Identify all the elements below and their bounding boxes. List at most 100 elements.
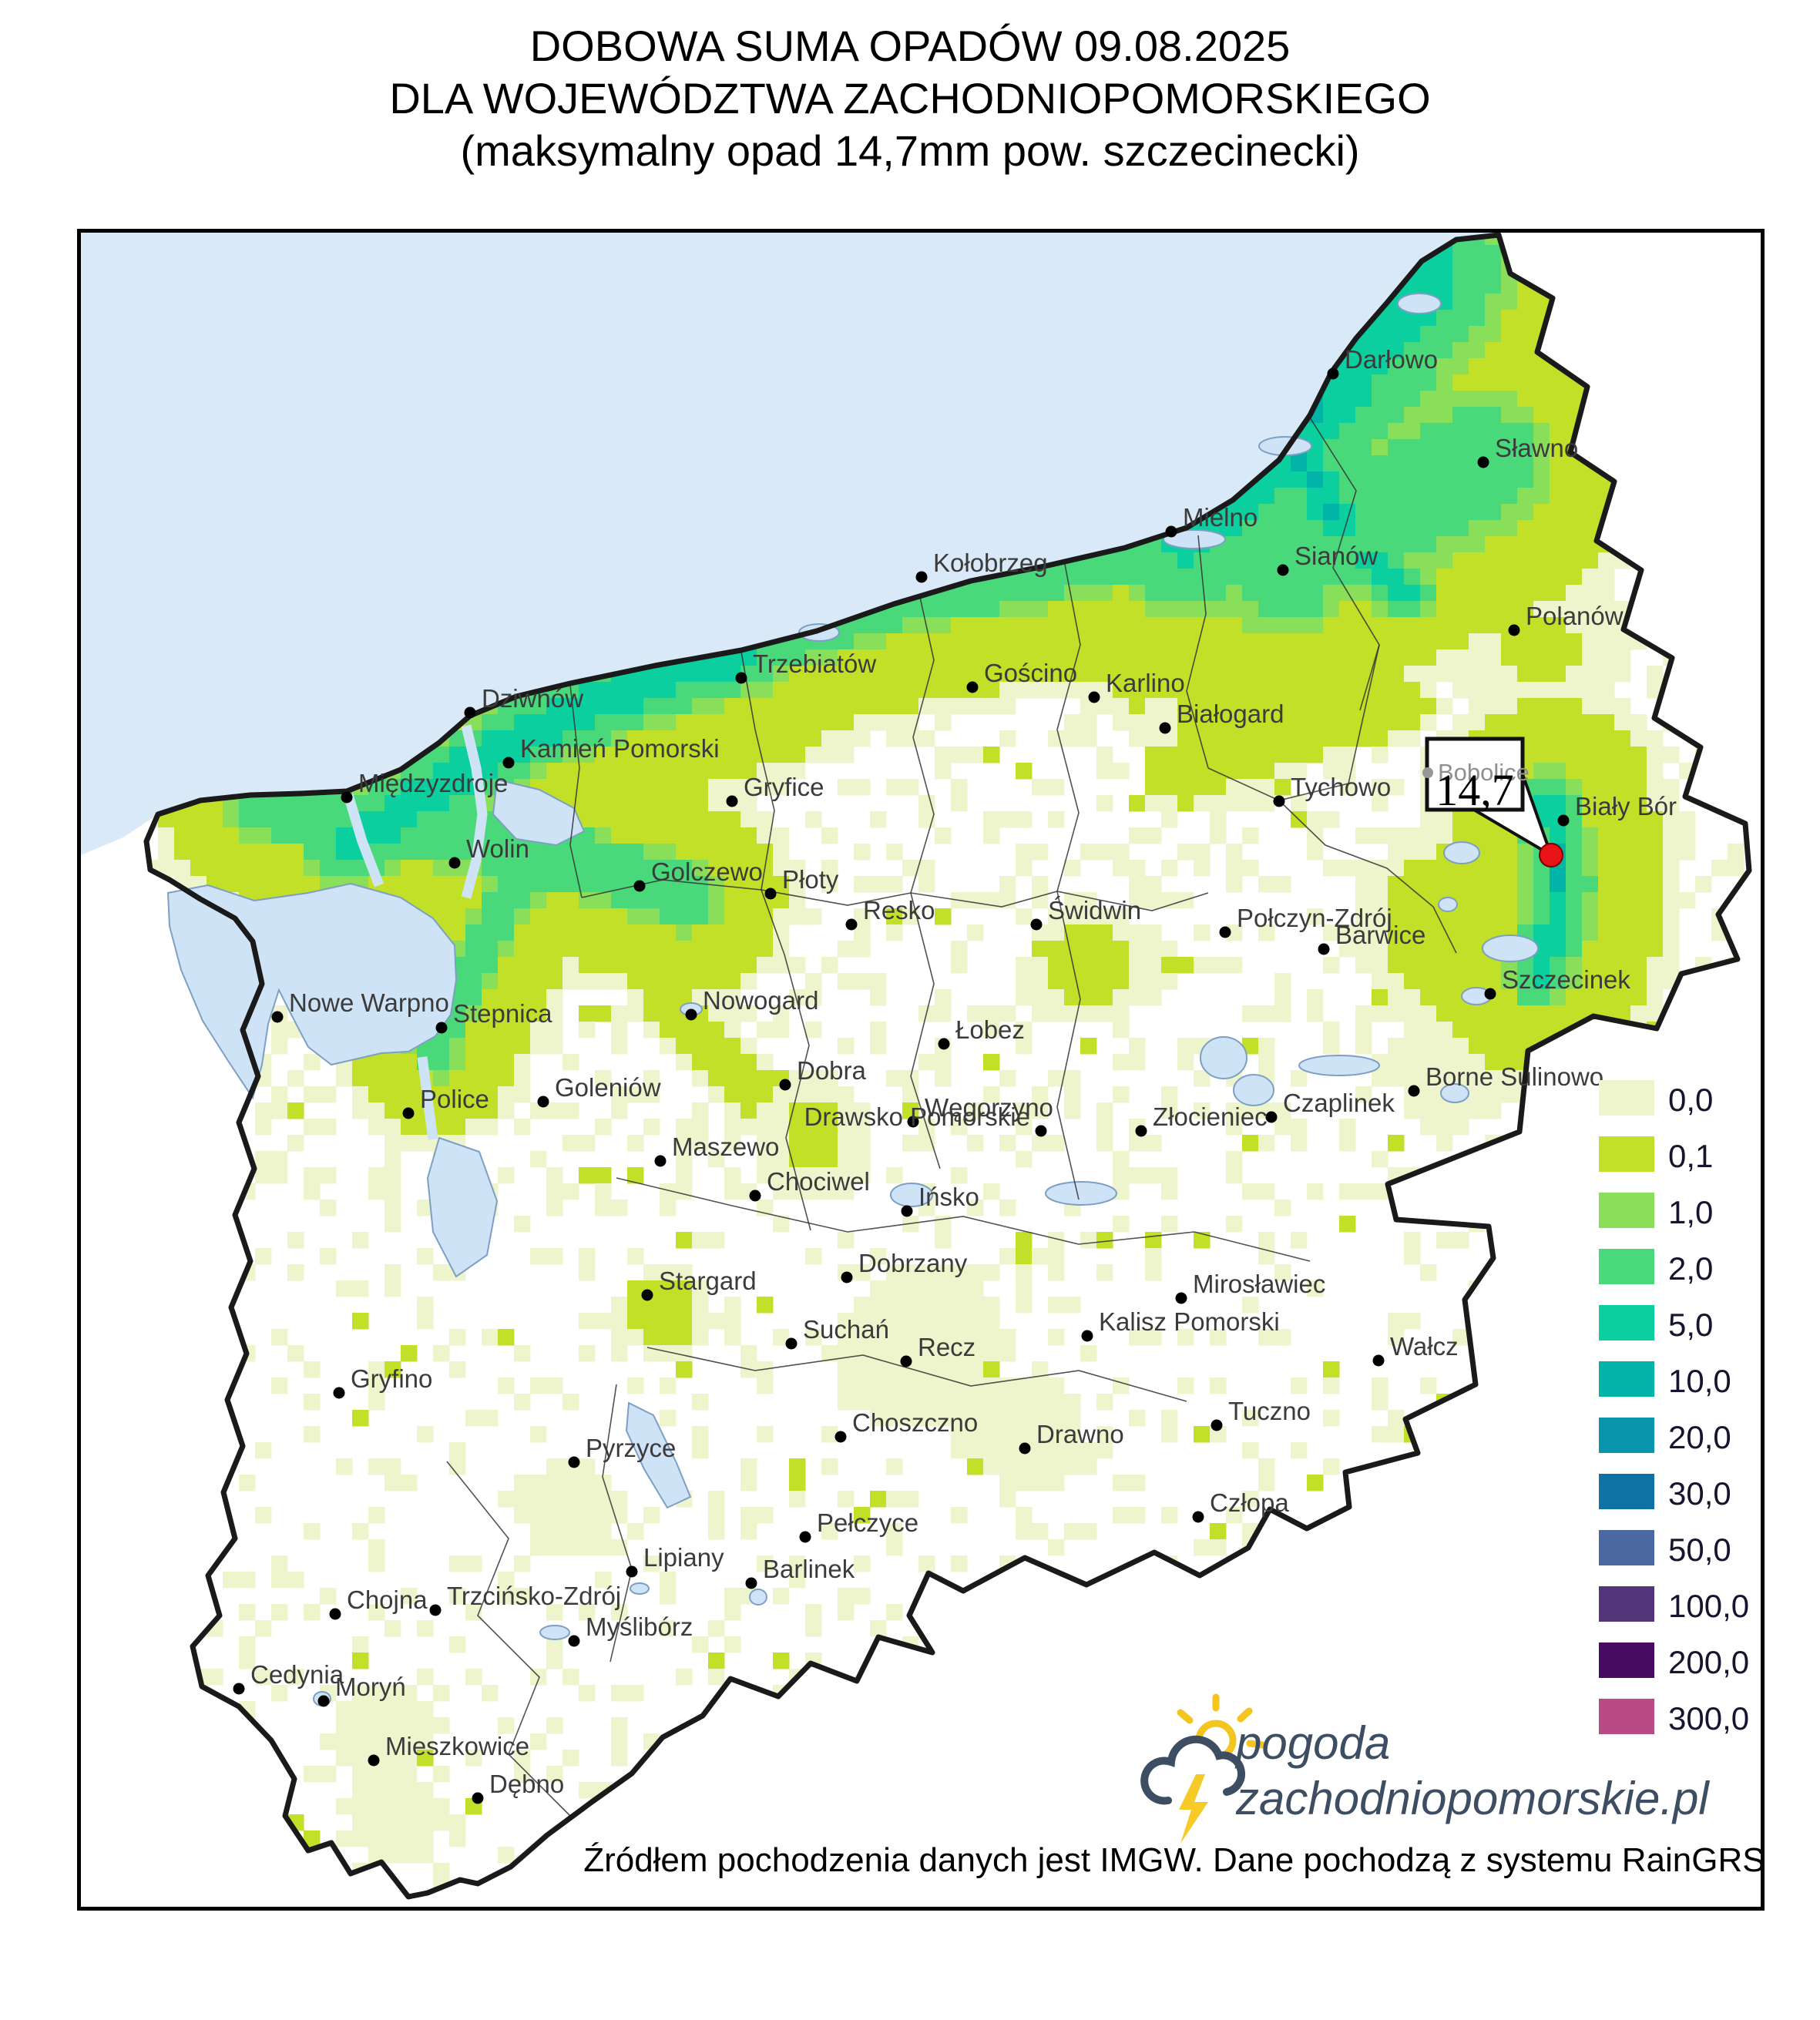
city-dot: [1318, 943, 1330, 955]
city-barlinek: Barlinek: [745, 1555, 855, 1589]
city-label: Gościno: [984, 659, 1077, 687]
city-polan-w: Polanów: [1508, 602, 1624, 636]
city-label: Chociwel: [767, 1167, 870, 1196]
city-dot: [685, 1008, 697, 1021]
legend-swatch: [1599, 1080, 1654, 1116]
district-boundary: [784, 954, 811, 1231]
city-recz: Recz: [900, 1333, 975, 1367]
district-boundary: [1056, 555, 1081, 892]
city-dot: [938, 1038, 950, 1050]
city-label: Gryfino: [351, 1364, 432, 1393]
city-borne-sulinowo: Borne Sulinowo: [1408, 1062, 1603, 1097]
legend-label: 5,0: [1668, 1307, 1713, 1343]
city-label: Ińsko: [918, 1183, 979, 1211]
city-label: Wałcz: [1390, 1332, 1459, 1361]
legend-swatch: [1599, 1136, 1654, 1172]
city-dot: [537, 1096, 549, 1108]
city-label: Drawsko Pomorskie: [804, 1102, 1030, 1131]
lake: [1438, 897, 1458, 912]
city-label: Złocieniec: [1153, 1102, 1268, 1131]
city-label: Połczyn-Zdrój: [1237, 904, 1392, 932]
city-label: Nowe Warpno: [289, 988, 449, 1017]
city-z-ocieniec: Złocieniec: [1135, 1102, 1268, 1137]
city-choszczno: Choszczno: [834, 1408, 978, 1443]
legend-label: 300,0: [1668, 1700, 1749, 1736]
legend-item-2-0: 2,0: [1599, 1249, 1713, 1287]
city-d-bno: Dębno: [472, 1770, 564, 1804]
legend-label: 1,0: [1668, 1194, 1713, 1230]
sun-rays-icon: [1177, 1693, 1266, 1749]
map-canvas: Darłowo Sławno Mielno Sianów Kołobrzeg Polanó…: [77, 229, 1775, 1911]
city-dot: [654, 1155, 667, 1167]
bobolice-label: Bobolice: [1438, 759, 1530, 786]
city-dot: [749, 1190, 761, 1202]
map-title: DOBOWA SUMA OPADÓW 09.08.2025 DLA WOJEWÓ…: [0, 20, 1820, 177]
city-dot: [368, 1754, 380, 1767]
city-label: Kalisz Pomorski: [1099, 1307, 1280, 1336]
city-dot: [464, 706, 476, 719]
city-label: Mielno: [1183, 503, 1258, 532]
city-dot: [1219, 926, 1231, 938]
city-dot: [799, 1531, 811, 1543]
city-dot: [900, 1355, 912, 1367]
city-cz-opa: Człopa: [1192, 1488, 1289, 1523]
city-dot: [1477, 456, 1489, 468]
district-boundary: [602, 1384, 633, 1663]
city-dot: [1165, 525, 1177, 538]
city-s-awno: Sławno: [1477, 434, 1578, 468]
city-sian-w: Sianów: [1277, 542, 1378, 576]
strait: [343, 794, 384, 888]
city-karlino: Karlino: [1088, 669, 1185, 703]
city-dot: [633, 880, 646, 892]
legend-label: 0,0: [1668, 1082, 1713, 1118]
city-label: Dębno: [489, 1770, 564, 1798]
lake: [1440, 1083, 1469, 1103]
logo: pogoda zachodniopomorskie.pl: [1140, 1693, 1710, 1844]
city-dot: [1265, 1111, 1278, 1123]
city-label: Wolin: [466, 834, 529, 863]
legend-label: 2,0: [1668, 1250, 1713, 1287]
city-stepnica: Stepnica: [435, 999, 552, 1034]
cloud-icon: [1140, 1735, 1246, 1805]
legend-swatch: [1599, 1249, 1654, 1284]
city-label: Węgorzyno: [925, 1093, 1053, 1122]
city-label: Lipiany: [643, 1543, 724, 1572]
lake: [625, 1401, 692, 1509]
city-label: Mirosławiec: [1193, 1270, 1325, 1298]
city-dot: [402, 1107, 415, 1119]
city-dot: [1273, 795, 1285, 807]
city-dot: [329, 1608, 341, 1620]
city-dot: [1372, 1354, 1385, 1367]
city-label: Tuczno: [1228, 1397, 1311, 1425]
district-boundary: [910, 892, 941, 1169]
city-miros-awiec: Mirosławiec: [1175, 1270, 1325, 1304]
city-dot: [1035, 1125, 1047, 1137]
legend-item-20-0: 20,0: [1599, 1418, 1731, 1455]
city-dobrzany: Dobrzany: [841, 1249, 968, 1283]
city-goleni-w: Goleniów: [537, 1073, 661, 1108]
city-label: Moryń: [335, 1673, 406, 1701]
baltic-sea: [77, 229, 1499, 857]
city-mory-: Moryń: [317, 1673, 406, 1707]
city-dot: [435, 1022, 448, 1034]
lake: [492, 778, 586, 847]
city-resko: Resko: [845, 896, 935, 931]
legend-swatch: [1599, 1699, 1654, 1734]
city-dot: [1159, 722, 1171, 734]
city-wa-cz: Wałcz: [1372, 1332, 1459, 1367]
legend-item-10-0: 10,0: [1599, 1361, 1731, 1399]
city-nowe-warpno: Nowe Warpno: [271, 988, 449, 1023]
city-tychowo: Tychowo: [1273, 773, 1391, 807]
legend-item-30-0: 30,0: [1599, 1474, 1731, 1512]
city-dot: [915, 571, 928, 583]
city-dziwn-w: Dziwnów: [464, 684, 583, 719]
district-boundary: [446, 1461, 571, 1817]
lake: [1233, 1074, 1274, 1106]
legend-label: 10,0: [1668, 1363, 1731, 1399]
city-label: Borne Sulinowo: [1425, 1062, 1603, 1091]
city-gryfino: Gryfino: [333, 1364, 432, 1399]
legend-item-50-0: 50,0: [1599, 1530, 1731, 1568]
city-dot: [1081, 1330, 1093, 1342]
data-source-footer: Źródłem pochodzenia danych jest IMGW. Da…: [583, 1841, 1765, 1879]
city-label: Polanów: [1526, 602, 1624, 630]
